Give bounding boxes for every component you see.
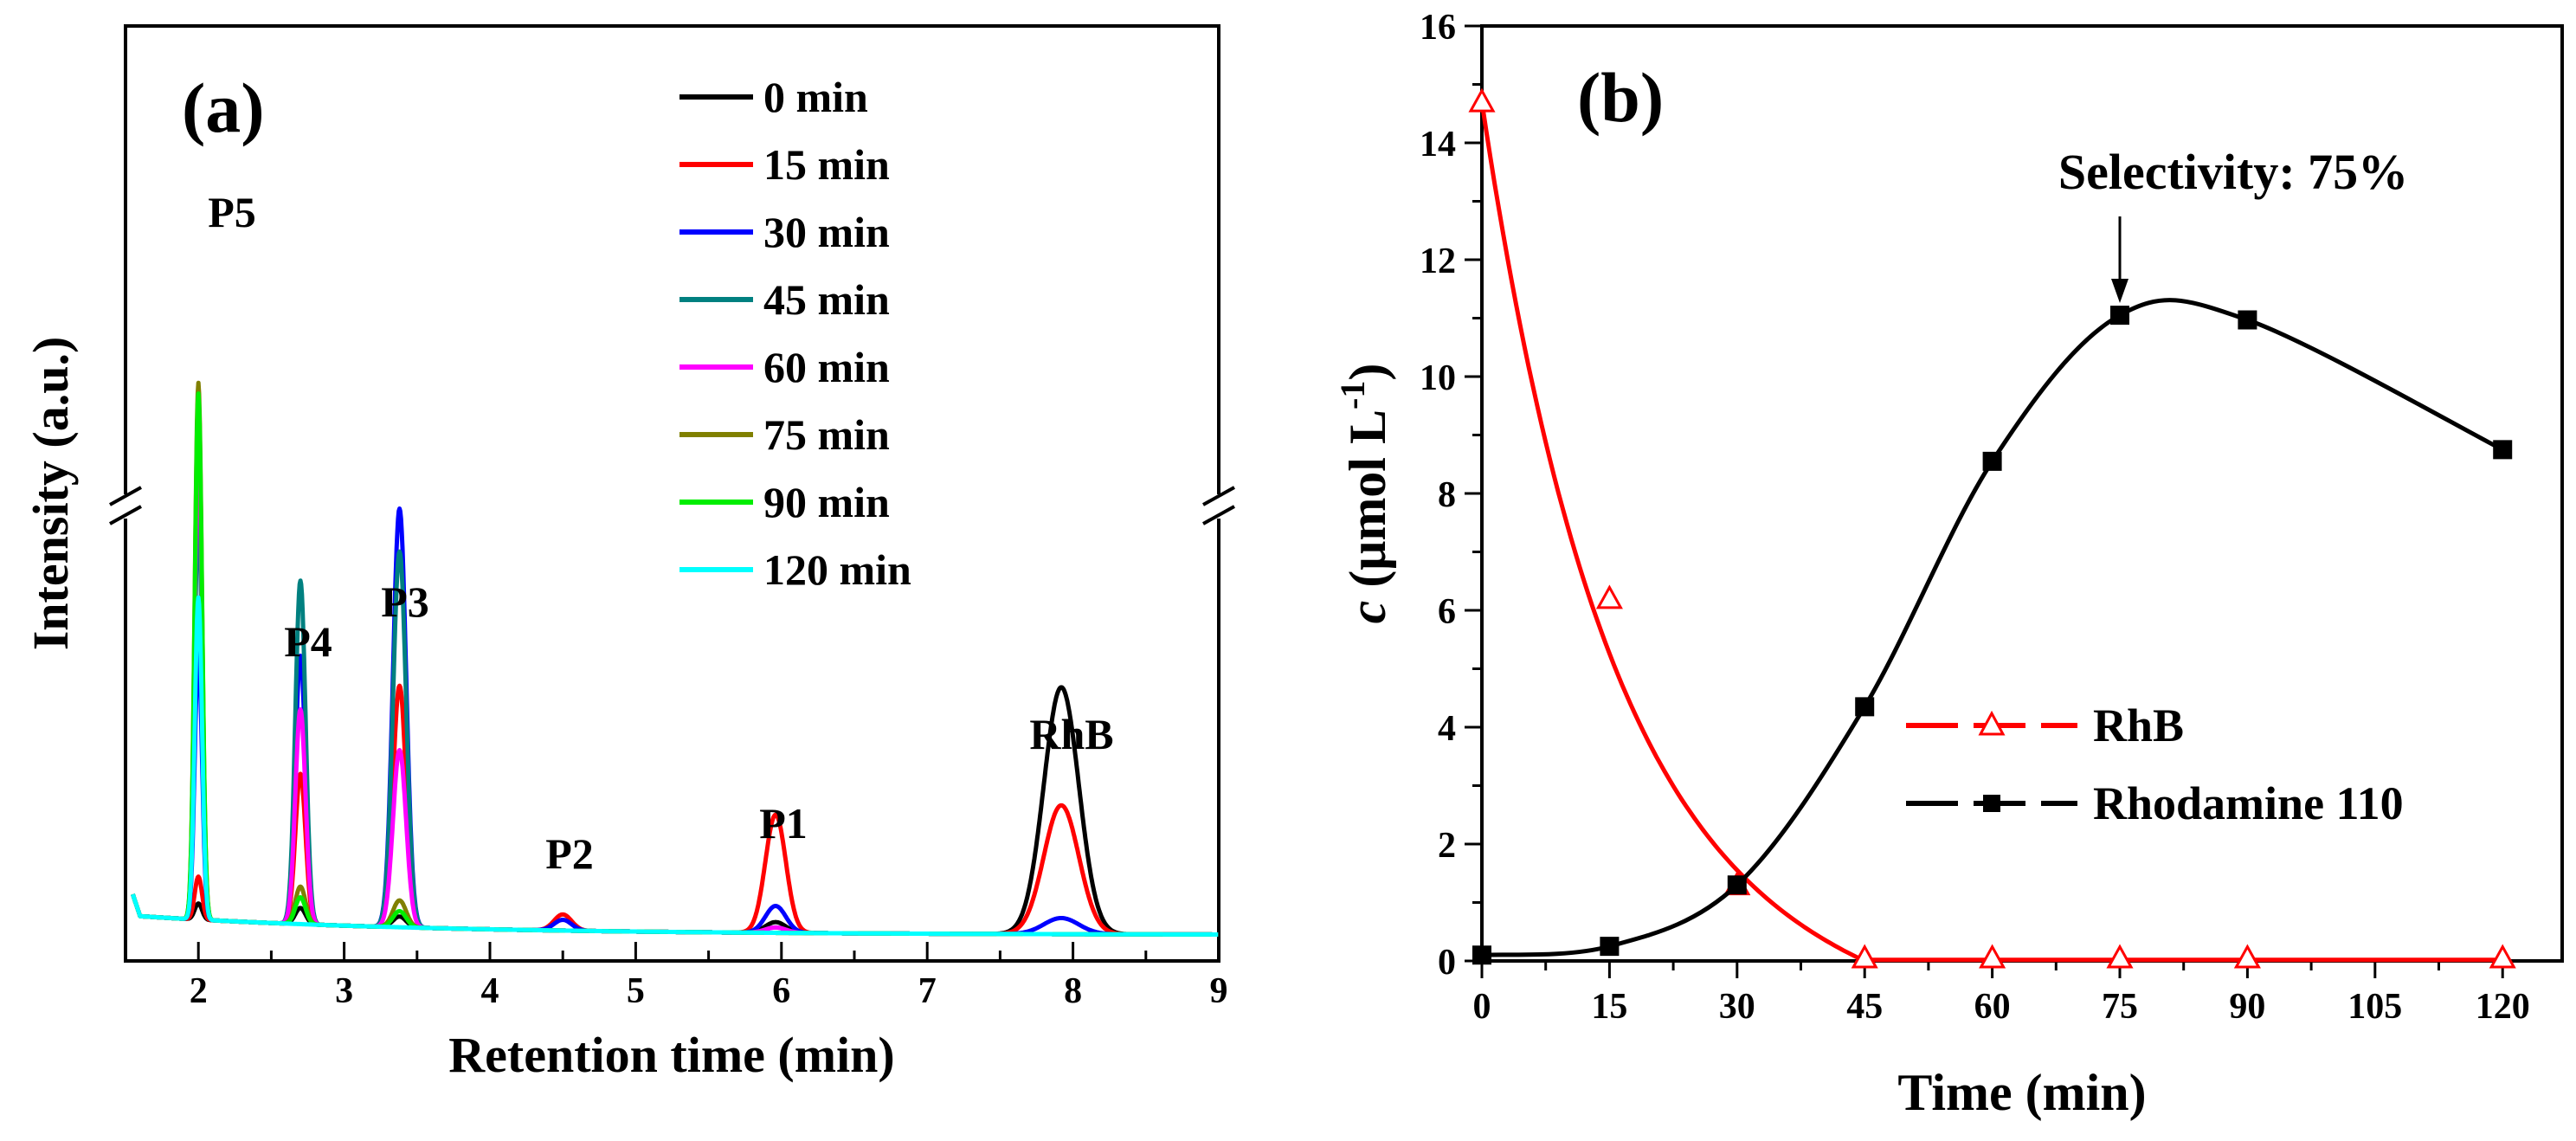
peak-label-p5: P5 bbox=[208, 188, 256, 236]
x-axis-title-a: Retention time (min) bbox=[448, 1027, 894, 1083]
legend-label-a: 60 min bbox=[763, 343, 890, 391]
axis-break-mark bbox=[1202, 486, 1235, 506]
y-tick-label-b: 16 bbox=[1420, 8, 1456, 48]
rhodamine110-marker bbox=[1982, 451, 2002, 471]
legend-label-rhb: RhB bbox=[2093, 699, 2184, 751]
rhodamine110-marker bbox=[1727, 875, 1747, 895]
y-title-rest: (μmol L bbox=[1339, 409, 1396, 601]
axis-break-mark bbox=[1202, 505, 1235, 525]
rhodamine110-marker bbox=[1600, 937, 1620, 957]
x-tick-label-b: 90 bbox=[2229, 987, 2265, 1027]
peak-label-p1: P1 bbox=[759, 799, 808, 848]
y-tick-label-b: 2 bbox=[1438, 826, 1456, 866]
annotation-arrow-head bbox=[2111, 279, 2129, 303]
legend-label-a: 30 min bbox=[763, 208, 890, 256]
rhb-marker bbox=[2489, 944, 2516, 969]
rhodamine110-marker bbox=[2110, 306, 2130, 326]
x-tick-label-a: 9 bbox=[1210, 971, 1228, 1011]
rhb-marker bbox=[2233, 944, 2261, 969]
chart-panel-a: 2 3 4 5 6 7 8 9 (a) P5 P4 P3 P2 P1 RhB 0 min 15 min 30 mi… bbox=[23, 24, 1235, 1083]
legend-label-a: 75 min bbox=[763, 410, 890, 459]
rhodamine110-marker bbox=[2238, 310, 2257, 330]
y-tick-label-b: 14 bbox=[1420, 125, 1456, 164]
chart-panel-b: 0 15 30 45 60 75 90 105 120 0 2 4 6 8 10 12 14 16 (b) Selec… bbox=[1333, 8, 2564, 1121]
legend-label-rhodamine110: Rhodamine 110 bbox=[2093, 777, 2404, 829]
rhodamine110-marker bbox=[2493, 440, 2513, 460]
x-tick-label-a: 4 bbox=[481, 971, 499, 1011]
y-title-italic: c bbox=[1339, 601, 1396, 624]
x-tick-label-a: 8 bbox=[1064, 971, 1082, 1011]
plot-frame-a bbox=[124, 24, 1220, 963]
trace-120-min bbox=[131, 595, 1220, 937]
x-tick-label-b: 30 bbox=[1719, 987, 1755, 1027]
x-tick-label-a: 2 bbox=[190, 971, 208, 1011]
legend-label-a: 15 min bbox=[763, 140, 890, 189]
legend-label-a: 120 min bbox=[763, 545, 911, 594]
rhb-marker bbox=[2106, 944, 2134, 969]
rhodamine110-marker bbox=[1855, 697, 1875, 717]
x-tick-label-b: 60 bbox=[1974, 987, 2011, 1027]
panel-label-a: (a) bbox=[182, 68, 265, 147]
x-axis-title-b: Time (min) bbox=[1897, 1064, 2146, 1121]
legend-marker-rhodamine110 bbox=[1983, 795, 2000, 812]
x-tick-label-b: 75 bbox=[2102, 987, 2138, 1027]
y-title-exponent: -1 bbox=[1333, 381, 1372, 409]
y-tick-label-b: 8 bbox=[1438, 475, 1456, 515]
legend-label-a: 0 min bbox=[763, 73, 868, 121]
y-axis-title-b: c (μmol L-1) bbox=[1333, 364, 1396, 624]
x-tick-label-b: 105 bbox=[2347, 987, 2402, 1027]
rhb-marker bbox=[1595, 584, 1623, 609]
y-tick-label-b: 0 bbox=[1438, 943, 1456, 983]
legend-label-a: 45 min bbox=[763, 275, 890, 324]
x-tick-label-a: 6 bbox=[772, 971, 790, 1011]
x-tick-label-b: 45 bbox=[1846, 987, 1883, 1027]
rhodamine110-marker bbox=[1472, 945, 1491, 965]
axis-break-mark bbox=[109, 505, 142, 525]
x-tick-label-a: 3 bbox=[335, 971, 353, 1011]
selectivity-annotation: Selectivity: 75% bbox=[2058, 144, 2408, 200]
rhb-curve bbox=[1479, 101, 2503, 963]
x-tick-label-b: 120 bbox=[2476, 987, 2530, 1027]
rhb-marker bbox=[1979, 944, 2006, 969]
y-tick-label-b: 10 bbox=[1420, 358, 1456, 398]
legend-marker-rhb bbox=[1978, 710, 2006, 736]
x-tick-label-b: 0 bbox=[1473, 987, 1491, 1027]
peak-label-p2: P2 bbox=[545, 829, 594, 878]
rhodamine110-curve bbox=[1481, 298, 2504, 957]
legend-label-a: 90 min bbox=[763, 478, 890, 526]
x-tick-label-b: 15 bbox=[1591, 987, 1627, 1027]
peak-label-rhb: RhB bbox=[1029, 710, 1113, 758]
y-tick-label-b: 6 bbox=[1438, 592, 1456, 632]
peak-label-p3: P3 bbox=[381, 577, 429, 626]
axis-break-mark bbox=[109, 486, 142, 506]
peak-label-p4: P4 bbox=[284, 617, 332, 666]
panel-label-b: (b) bbox=[1577, 58, 1664, 137]
x-tick-label-a: 7 bbox=[918, 971, 937, 1011]
x-tick-label-a: 5 bbox=[627, 971, 645, 1011]
y-title-close: ) bbox=[1339, 364, 1396, 381]
rhb-marker bbox=[1468, 87, 1496, 113]
rhb-marker bbox=[1851, 944, 1878, 969]
y-axis-title-a: Intensity (a.u.) bbox=[23, 337, 79, 651]
y-tick-label-b: 4 bbox=[1438, 709, 1456, 749]
y-tick-label-b: 12 bbox=[1420, 242, 1456, 281]
